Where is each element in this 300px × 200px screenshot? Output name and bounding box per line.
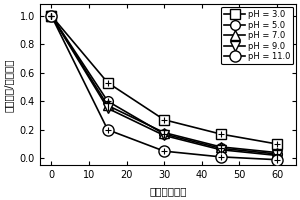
pH = 7.0 <box>275 151 279 154</box>
pH = 9.0 <box>275 154 279 157</box>
pH = 7.0 <box>219 146 222 148</box>
pH = 9.0 <box>219 149 222 151</box>
X-axis label: 时间（分钟）: 时间（分钟） <box>149 186 187 196</box>
pH = 5.0 <box>275 153 279 155</box>
pH = 9.0 <box>50 14 53 17</box>
Line: pH = 3.0: pH = 3.0 <box>46 11 282 149</box>
pH = 11.0 <box>106 129 110 131</box>
pH = 7.0 <box>106 104 110 107</box>
pH = 3.0 <box>275 143 279 145</box>
Line: pH = 11.0: pH = 11.0 <box>46 10 283 165</box>
Legend: pH = 3.0, pH = 5.0, pH = 7.0, pH = 9.0, pH = 11.0: pH = 3.0, pH = 5.0, pH = 7.0, pH = 9.0, … <box>221 7 293 64</box>
pH = 3.0 <box>50 14 53 17</box>
Y-axis label: 实时浓度/初始浓度: 实时浓度/初始浓度 <box>4 58 14 112</box>
pH = 3.0 <box>219 133 222 135</box>
pH = 5.0 <box>50 14 53 17</box>
pH = 5.0 <box>219 147 222 149</box>
pH = 9.0 <box>106 107 110 110</box>
pH = 11.0 <box>219 156 222 158</box>
pH = 7.0 <box>50 14 53 17</box>
pH = 3.0 <box>162 119 166 121</box>
pH = 9.0 <box>162 134 166 137</box>
pH = 11.0 <box>50 14 53 17</box>
pH = 5.0 <box>162 133 166 135</box>
pH = 3.0 <box>106 81 110 84</box>
pH = 11.0 <box>162 150 166 152</box>
Line: pH = 5.0: pH = 5.0 <box>46 11 282 159</box>
pH = 7.0 <box>162 131 166 134</box>
pH = 11.0 <box>275 159 279 161</box>
Line: pH = 7.0: pH = 7.0 <box>46 11 282 157</box>
Line: pH = 9.0: pH = 9.0 <box>46 11 282 160</box>
pH = 5.0 <box>106 100 110 102</box>
